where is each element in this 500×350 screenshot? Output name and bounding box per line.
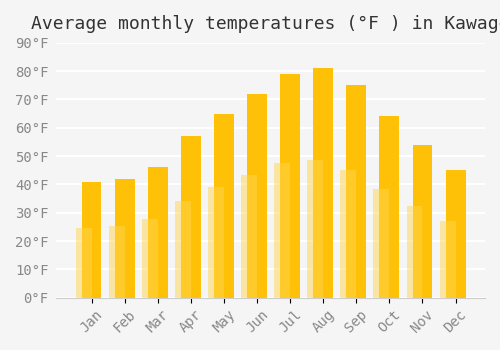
Bar <box>280 74 300 298</box>
Title: Average monthly temperatures (°F ) in Kawage: Average monthly temperatures (°F ) in Ka… <box>32 15 500 33</box>
Bar <box>208 187 224 298</box>
Bar <box>374 189 390 298</box>
Bar <box>308 160 323 298</box>
Bar <box>241 175 257 298</box>
Bar <box>114 179 134 298</box>
Bar <box>181 136 201 298</box>
Bar <box>340 170 356 298</box>
Bar <box>247 94 267 298</box>
Bar <box>380 117 400 298</box>
Bar <box>82 182 102 298</box>
Bar <box>314 68 333 298</box>
Bar <box>412 145 432 298</box>
Bar <box>175 201 191 298</box>
Bar <box>446 170 466 298</box>
Bar <box>108 226 124 298</box>
Bar <box>76 228 92 298</box>
Bar <box>142 219 158 298</box>
Bar <box>346 85 366 298</box>
Bar <box>406 206 422 298</box>
Bar <box>274 163 290 298</box>
Bar <box>148 167 168 298</box>
Bar <box>214 114 234 298</box>
Bar <box>440 221 456 298</box>
